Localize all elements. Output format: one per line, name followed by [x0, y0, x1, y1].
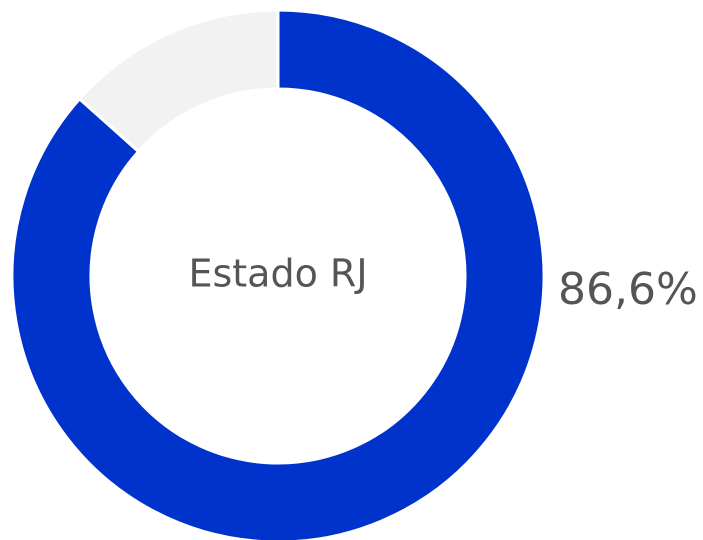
donut-segment [10, 8, 546, 540]
donut-segment [77, 8, 280, 154]
value-label: 86,6% [558, 264, 698, 315]
center-label: Estado RJ [188, 252, 367, 296]
